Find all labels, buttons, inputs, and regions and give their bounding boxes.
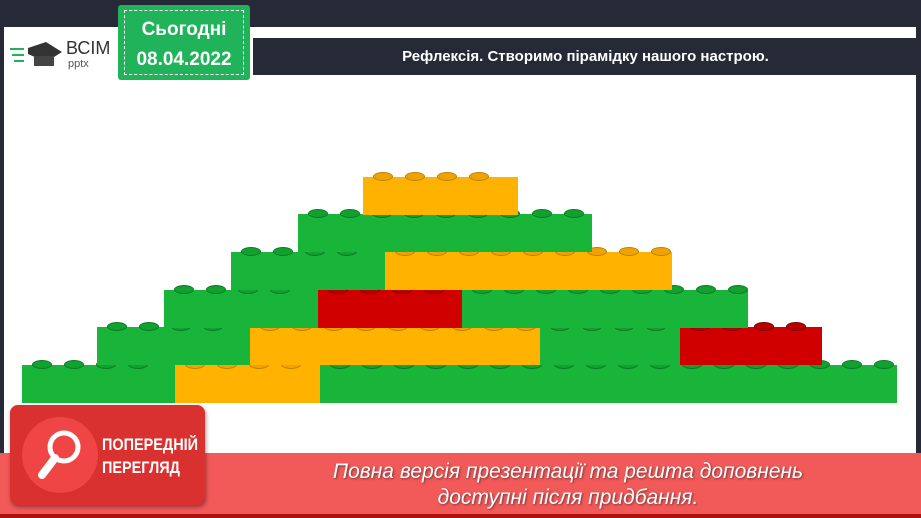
lego-stud bbox=[532, 209, 552, 218]
lego-stud bbox=[139, 322, 159, 331]
lego-brick bbox=[462, 285, 748, 328]
lego-stud bbox=[619, 247, 639, 256]
lego-stud bbox=[651, 247, 671, 256]
lego-brick bbox=[540, 322, 680, 365]
lego-stud bbox=[696, 285, 716, 294]
date: 08.04.2022 bbox=[136, 49, 232, 70]
preview-label-1: ПОПЕРЕДНІЙ bbox=[102, 435, 199, 454]
lego-stud bbox=[754, 322, 774, 331]
lego-brick bbox=[175, 360, 320, 403]
lego-brick bbox=[22, 360, 175, 403]
banner-line-2: доступні після придбання. bbox=[437, 486, 699, 509]
lego-stud bbox=[340, 209, 360, 218]
lego-brick bbox=[231, 247, 385, 290]
page-title: Рефлексія. Створимо пірамідку нашого нас… bbox=[253, 38, 918, 75]
lego-stud bbox=[241, 247, 261, 256]
logo-subtext: pptx bbox=[68, 58, 89, 70]
lego-brick bbox=[318, 285, 462, 328]
magnifier-icon bbox=[38, 430, 81, 479]
lego-stud bbox=[273, 247, 293, 256]
lego-stud bbox=[206, 285, 226, 294]
lego-stud bbox=[308, 209, 328, 218]
lego-stud bbox=[405, 172, 425, 181]
lego-brick bbox=[320, 360, 897, 403]
lego-brick bbox=[363, 172, 518, 215]
banner-line-1: Повна версія презентації та решта доповн… bbox=[332, 460, 804, 483]
lego-stud bbox=[373, 172, 393, 181]
logo: ВСІМ pptx bbox=[8, 38, 111, 78]
lego-stud bbox=[32, 360, 52, 369]
lego-brick bbox=[250, 322, 540, 365]
lego-stud bbox=[874, 360, 894, 369]
lego-stud bbox=[174, 285, 194, 294]
date-badge: Сьогодні 08.04.2022 bbox=[118, 5, 250, 80]
lego-stud bbox=[64, 360, 84, 369]
lego-brick bbox=[97, 322, 250, 365]
graduation-cap-icon bbox=[10, 42, 62, 66]
date-label: Сьогодні bbox=[141, 19, 227, 40]
preview-label-2: ПЕРЕГЛЯД bbox=[102, 458, 180, 477]
lego-stud bbox=[564, 209, 584, 218]
lego-stud bbox=[842, 360, 862, 369]
lego-stud bbox=[107, 322, 127, 331]
lego-stud bbox=[728, 285, 748, 294]
lego-brick bbox=[680, 322, 822, 365]
lego-brick bbox=[298, 209, 592, 252]
lego-brick bbox=[164, 285, 318, 328]
lego-stud bbox=[469, 172, 489, 181]
lego-stud bbox=[437, 172, 457, 181]
logo-text: ВСІМ bbox=[66, 38, 111, 58]
lego-brick bbox=[385, 247, 672, 290]
preview-button[interactable]: ПОПЕРЕДНІЙ ПЕРЕГЛЯД bbox=[10, 405, 205, 505]
lego-stud bbox=[786, 322, 806, 331]
